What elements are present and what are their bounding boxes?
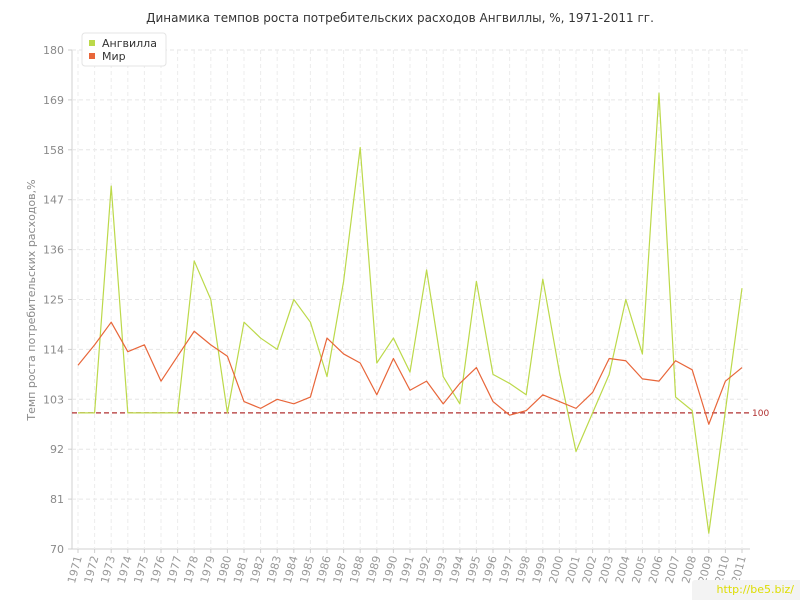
grid — [71, 49, 750, 550]
y-tick-label: 103 — [43, 393, 64, 406]
legend-label-angvilla: Ангвилла — [102, 37, 157, 50]
y-tick-label: 70 — [50, 543, 64, 556]
y-tick-label: 114 — [43, 343, 64, 356]
watermark: http://be5.biz/ — [692, 580, 800, 600]
legend-swatch-mir — [89, 53, 95, 59]
reference-line-label: 100 — [752, 409, 769, 419]
y-tick-label: 136 — [43, 244, 64, 257]
chart-title: Динамика темпов роста потребительских ра… — [146, 11, 654, 25]
legend-label-mir: Мир — [102, 50, 126, 63]
y-axis-label: Темп роста потребительских расходов,% — [25, 179, 38, 421]
y-tick-label: 125 — [43, 294, 64, 307]
x-axis: 1971197219731974197519761977197819791980… — [65, 549, 749, 585]
legend-swatch-angvilla — [89, 40, 95, 46]
reference-line: 100 — [72, 409, 769, 419]
y-tick-label: 147 — [43, 194, 64, 207]
y-tick-label: 180 — [43, 44, 64, 57]
y-axis: 70 81 92 103 114 125 136 147 158 169 180 — [43, 44, 72, 556]
legend: Ангвилла Мир — [81, 32, 167, 67]
watermark-text: http://be5.biz/ — [716, 583, 794, 596]
y-tick-label: 158 — [43, 144, 64, 157]
series-line-angvilla — [78, 92, 743, 534]
y-tick-label: 92 — [50, 443, 64, 456]
y-tick-label: 169 — [43, 94, 64, 107]
series-line-mir — [77, 321, 743, 425]
y-tick-label: 81 — [50, 493, 64, 506]
series-layer — [77, 92, 743, 534]
legend-box — [81, 32, 167, 67]
